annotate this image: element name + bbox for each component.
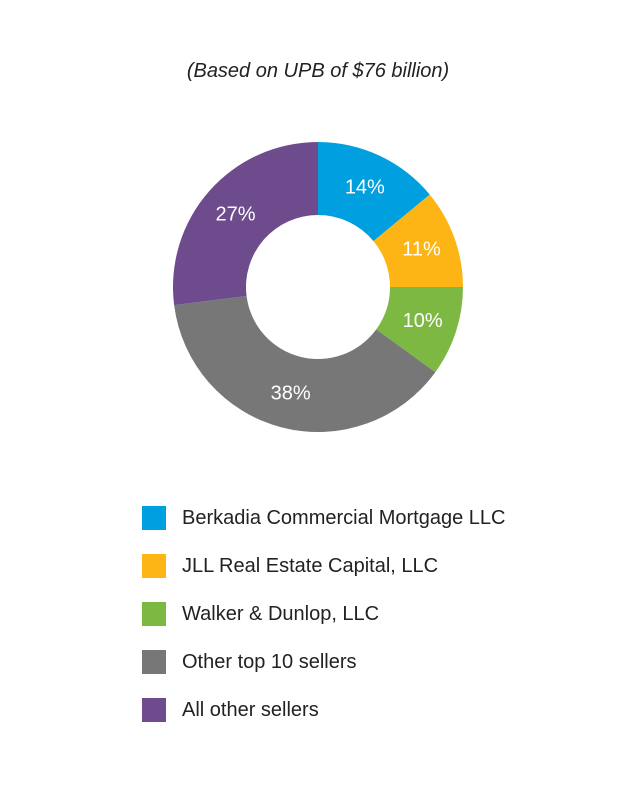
legend-label: Other top 10 sellers [182, 650, 357, 673]
slice-walker-dunlop-llc [376, 287, 463, 373]
chart-subtitle: (Based on UPB of $76 billion) [186, 60, 450, 82]
slice-label-jll-real-estate-capital-llc: 11% [402, 239, 441, 261]
legend-label: JLL Real Estate Capital, LLC [182, 554, 439, 577]
slice-jll-real-estate-capital-llc [373, 194, 463, 287]
legend-label: All other sellers [182, 698, 319, 721]
slice-berkadia-commercial-mortgage-llc [318, 142, 430, 242]
legend-item-walker-dunlop-llc: Walker & Dunlop, LLC [142, 590, 505, 638]
legend-item-other-top-10-sellers: Other top 10 sellers [142, 638, 505, 686]
legend-swatch [142, 650, 166, 674]
legend-swatch [142, 506, 166, 530]
legend-item-jll-real-estate-capital-llc: JLL Real Estate Capital, LLC [142, 542, 505, 590]
slice-label-walker-dunlop-llc: 10% [403, 310, 443, 332]
donut-chart: 14% 11% 10% 38% 27% [172, 142, 463, 432]
slice-label-all-other-sellers: 27% [215, 203, 255, 225]
slice-label-other-top-10-sellers: 38% [271, 383, 311, 405]
legend-label: Berkadia Commercial Mortgage LLC [182, 506, 506, 529]
legend-item-all-other-sellers: All other sellers [142, 686, 505, 734]
slice-other-top-10-sellers [174, 296, 436, 432]
legend-swatch [142, 554, 166, 578]
legend-label: Walker & Dunlop, LLC [182, 602, 380, 625]
legend-swatch [142, 602, 166, 626]
chart-legend: Berkadia Commercial Mortgage LLC JLL Real… [142, 494, 505, 734]
slice-label-berkadia-commercial-mortgage-llc: 14% [345, 176, 385, 198]
legend-swatch [142, 698, 166, 722]
slice-all-other-sellers [172, 142, 318, 306]
legend-item-berkadia-commercial-mortgage-llc: Berkadia Commercial Mortgage LLC [142, 494, 505, 542]
